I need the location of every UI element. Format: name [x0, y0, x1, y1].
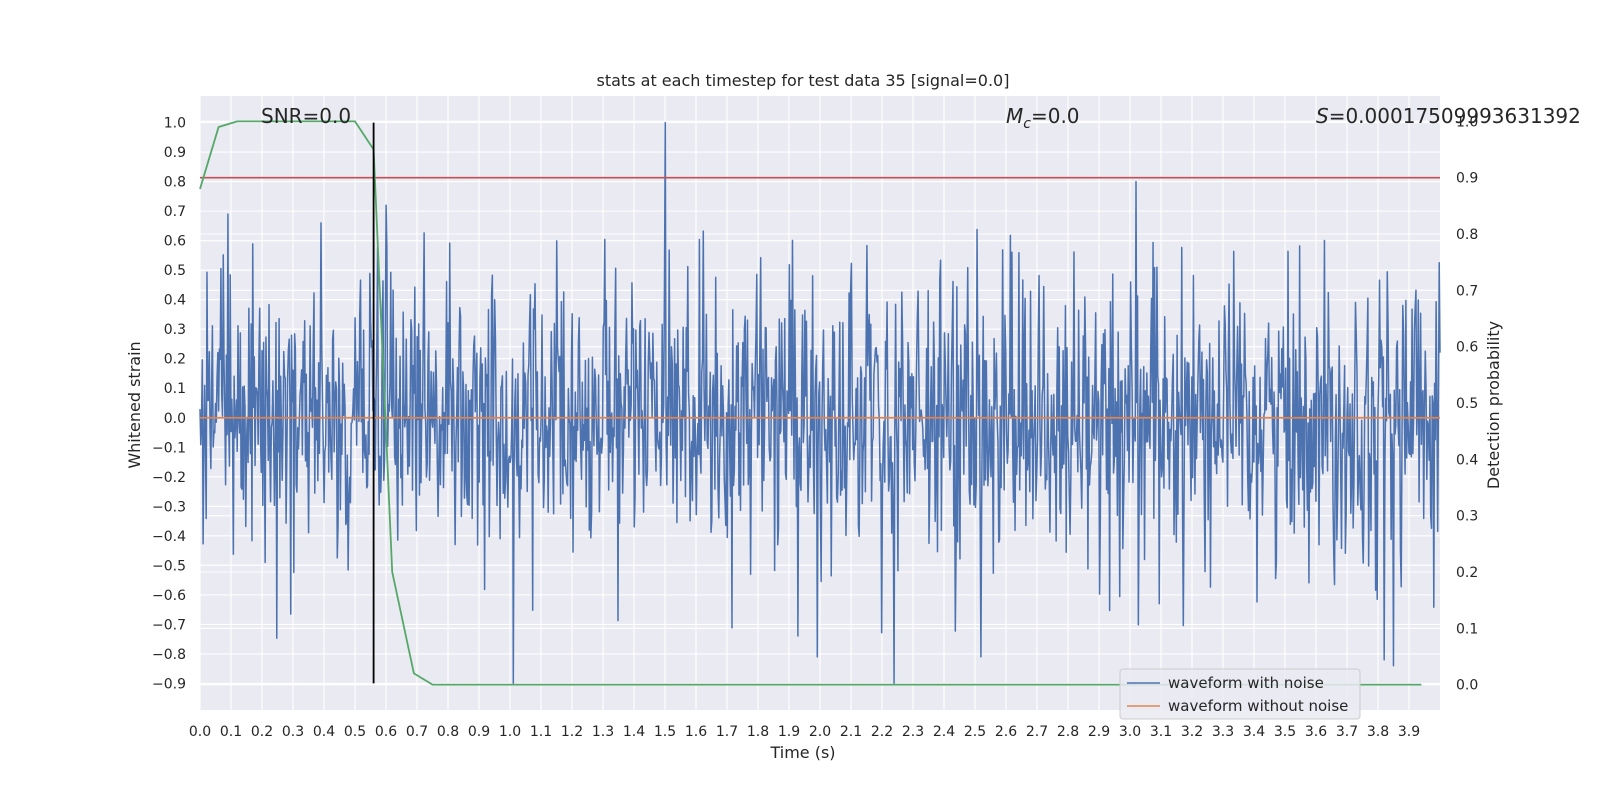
x-tick-label: 2.3 — [902, 724, 924, 740]
x-tick-label: 2.5 — [964, 724, 986, 740]
chart-title: stats at each timestep for test data 35 … — [597, 71, 1010, 90]
y2-tick-label: 0.9 — [1456, 171, 1478, 187]
x-tick-label: 2.7 — [1026, 724, 1048, 740]
x-tick-label: 2.0 — [809, 724, 831, 740]
mc-value: =0.0 — [1031, 104, 1080, 128]
x-tick-label: 1.8 — [747, 724, 769, 740]
y2-tick-label: 0.7 — [1456, 283, 1478, 299]
y-tick-label: −0.4 — [152, 529, 186, 545]
x-tick-label: 1.7 — [716, 724, 738, 740]
x-tick-label: 3.0 — [1119, 724, 1141, 740]
legend-clean-label: waveform without noise — [1168, 697, 1348, 715]
y-axis-label: Whitened strain — [125, 341, 144, 468]
y2-tick-label: 0.0 — [1456, 678, 1478, 694]
legend-box — [1119, 668, 1361, 720]
x-tick-label: 1.6 — [685, 724, 707, 740]
y2-tick-label: 0.6 — [1456, 340, 1478, 356]
y-tick-label: −0.7 — [152, 617, 186, 633]
x-tick-label: 3.5 — [1274, 724, 1296, 740]
y2-tick-label: 0.4 — [1456, 452, 1478, 468]
y-tick-label: 0.3 — [164, 322, 186, 338]
x-tick-label: 3.4 — [1243, 724, 1265, 740]
x-tick-label: 2.9 — [1088, 724, 1110, 740]
legend: waveform with noise waveform without noi… — [1119, 668, 1361, 720]
x-tick-label: 1.3 — [592, 724, 614, 740]
series-detection-probability — [199, 120, 1422, 686]
y-tick-label: 0.5 — [164, 263, 186, 279]
x-tick-label: 3.2 — [1181, 724, 1203, 740]
y-tick-label: 0.4 — [164, 293, 186, 309]
mc-subscript: c — [1023, 116, 1031, 132]
x-tick-label: 3.1 — [1150, 724, 1172, 740]
s-symbol: S — [1316, 104, 1329, 128]
x-tick-label: 2.8 — [1057, 724, 1079, 740]
x-tick-label: 1.5 — [654, 724, 676, 740]
y-tick-label: 0.1 — [164, 381, 186, 397]
y-tick-label: 1.0 — [164, 116, 186, 132]
y-tick-label: −0.6 — [152, 588, 186, 604]
x-tick-label: 0.7 — [406, 724, 428, 740]
x-tick-label: 0.8 — [437, 724, 459, 740]
x-tick-label: 0.0 — [189, 724, 211, 740]
y2-tick-label: 0.2 — [1456, 565, 1478, 581]
line-series-group — [199, 120, 1440, 686]
x-tick-label: 1.9 — [778, 724, 800, 740]
x-tick-label: 1.0 — [499, 724, 521, 740]
y-tick-label: 0.7 — [164, 204, 186, 220]
x-tick-label: 3.3 — [1212, 724, 1234, 740]
x-tick-label: 1.1 — [530, 724, 552, 740]
y-tick-label: −0.8 — [152, 647, 186, 663]
y-tick-label: 0.0 — [164, 411, 186, 427]
noise-series-group — [199, 121, 1441, 685]
y2-tick-label: 0.5 — [1456, 396, 1478, 412]
mc-symbol: M — [1006, 104, 1023, 128]
y-tick-label: 0.9 — [164, 145, 186, 161]
x-tick-label: 3.8 — [1367, 724, 1389, 740]
x-tick-label: 3.9 — [1398, 724, 1420, 740]
y2-tick-labels: 1.0 0.9 0.8 0.7 0.6 0.5 0.4 0.3 0.2 0.1 0.0 — [1456, 114, 1478, 693]
s-value: =0.00017509993631392 — [1329, 104, 1581, 128]
y-tick-label: −0.9 — [152, 676, 186, 692]
x-tick-label: 2.4 — [933, 724, 955, 740]
y-tick-label: −0.1 — [152, 440, 186, 456]
y-tick-label: −0.5 — [152, 558, 186, 574]
legend-noise-label: waveform with noise — [1168, 674, 1324, 692]
x-tick-label: 0.5 — [344, 724, 366, 740]
y2-tick-label: 1.0 — [1456, 114, 1478, 130]
y-tick-label: −0.3 — [152, 499, 186, 515]
y2-tick-label: 0.1 — [1456, 621, 1478, 637]
y-tick-labels: 1.0 0.9 0.8 0.7 0.6 0.5 0.4 0.3 0.2 0.1 0.0 −0.1 −0.… — [152, 116, 186, 693]
x-tick-label: 3.6 — [1305, 724, 1327, 740]
y2-axis-label: Detection probability — [1484, 321, 1503, 489]
x-tick-label: 0.9 — [468, 724, 490, 740]
y2-tick-label: 0.3 — [1456, 509, 1478, 525]
x-tick-label: 2.1 — [840, 724, 862, 740]
y-tick-label: 0.2 — [164, 352, 186, 368]
grid-lines — [199, 96, 1440, 710]
x-tick-labels: 0.0 0.1 0.2 0.3 0.4 0.5 0.6 0.7 0.8 0.9 1.0 1.1 1.2 1… — [189, 724, 1420, 740]
x-axis-label: Time (s) — [769, 743, 835, 762]
x-tick-label: 0.1 — [220, 724, 242, 740]
x-tick-label: 0.6 — [375, 724, 397, 740]
x-tick-label: 2.2 — [871, 724, 893, 740]
s-annotation: S=0.00017509993631392 — [1316, 104, 1581, 128]
y-tick-label: −0.2 — [152, 470, 186, 486]
x-tick-label: 0.4 — [313, 724, 335, 740]
snr-annotation: SNR=0.0 — [261, 104, 351, 128]
x-tick-label: 3.7 — [1336, 724, 1358, 740]
y-tick-label: 0.8 — [164, 175, 186, 191]
series-waveform-with-noise — [199, 121, 1441, 685]
x-tick-label: 2.6 — [995, 724, 1017, 740]
y2-tick-label: 0.8 — [1456, 227, 1478, 243]
x-tick-label: 0.2 — [251, 724, 273, 740]
y-tick-label: 0.6 — [164, 234, 186, 250]
x-tick-label: 0.3 — [282, 724, 304, 740]
mc-annotation: Mc=0.0 — [1006, 104, 1080, 132]
x-tick-label: 1.2 — [561, 724, 583, 740]
x-tick-label: 1.4 — [623, 724, 645, 740]
